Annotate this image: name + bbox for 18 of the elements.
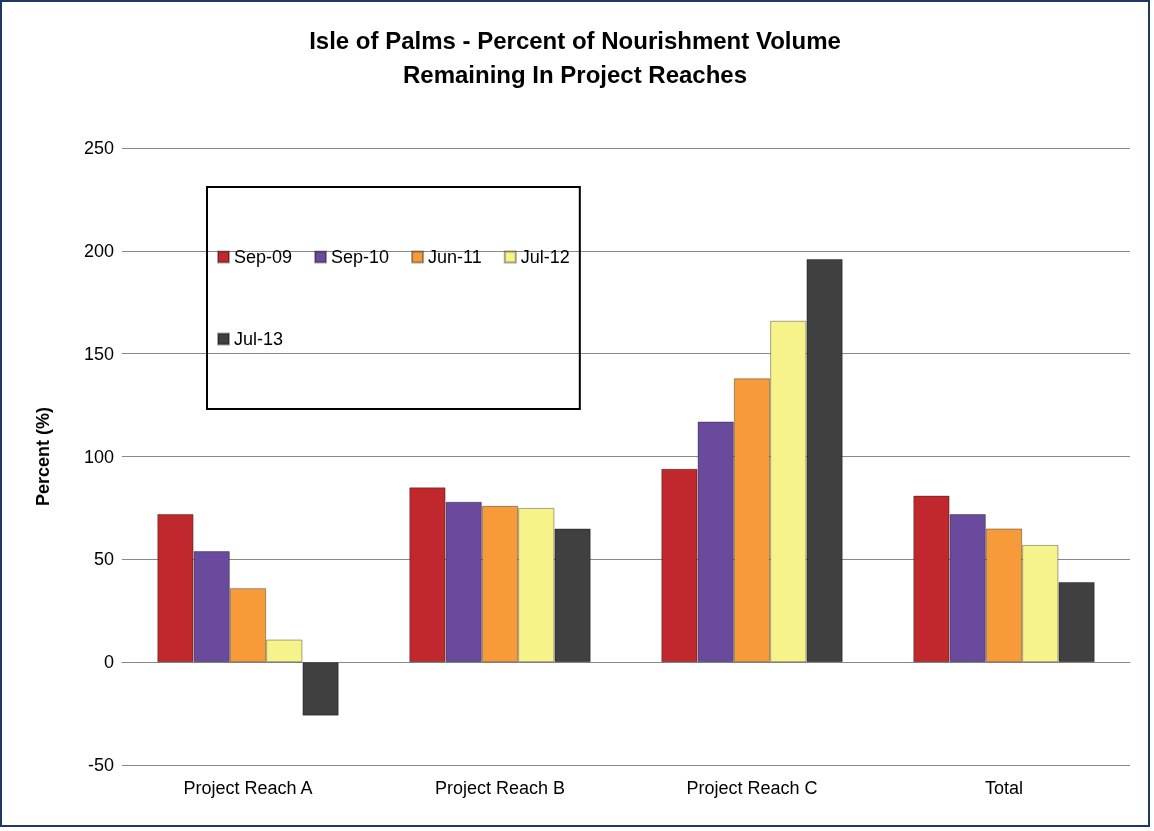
x-tick-label: Project Reach B <box>434 778 566 798</box>
y-tick-label: 50 <box>93 549 114 570</box>
y-tick-label: -50 <box>87 755 114 775</box>
y-tick-label: 250 <box>83 138 114 158</box>
y-tick-label: 100 <box>83 446 114 467</box>
x-tick-label: Project Reach A <box>183 778 313 798</box>
legend-label: Jun-11 <box>428 247 482 267</box>
y-tick-label: 200 <box>83 240 114 261</box>
legend-label: Sep-09 <box>234 247 293 267</box>
x-tick-label: Project Reach C <box>686 778 818 798</box>
y-tick-label: 150 <box>83 343 114 364</box>
legend-label: Sep-10 <box>331 247 390 267</box>
legend-label: Jul-13 <box>234 329 284 349</box>
chart-title: Isle of Palms - Percent of Nourishment Volume Remaining In Project Reaches <box>309 26 841 88</box>
y-tick-label: 0 <box>103 652 114 673</box>
x-tick-label: Total <box>984 778 1024 798</box>
y-axis-title: Percent (%) <box>33 406 53 507</box>
legend-label: Jul-12 <box>520 247 570 267</box>
